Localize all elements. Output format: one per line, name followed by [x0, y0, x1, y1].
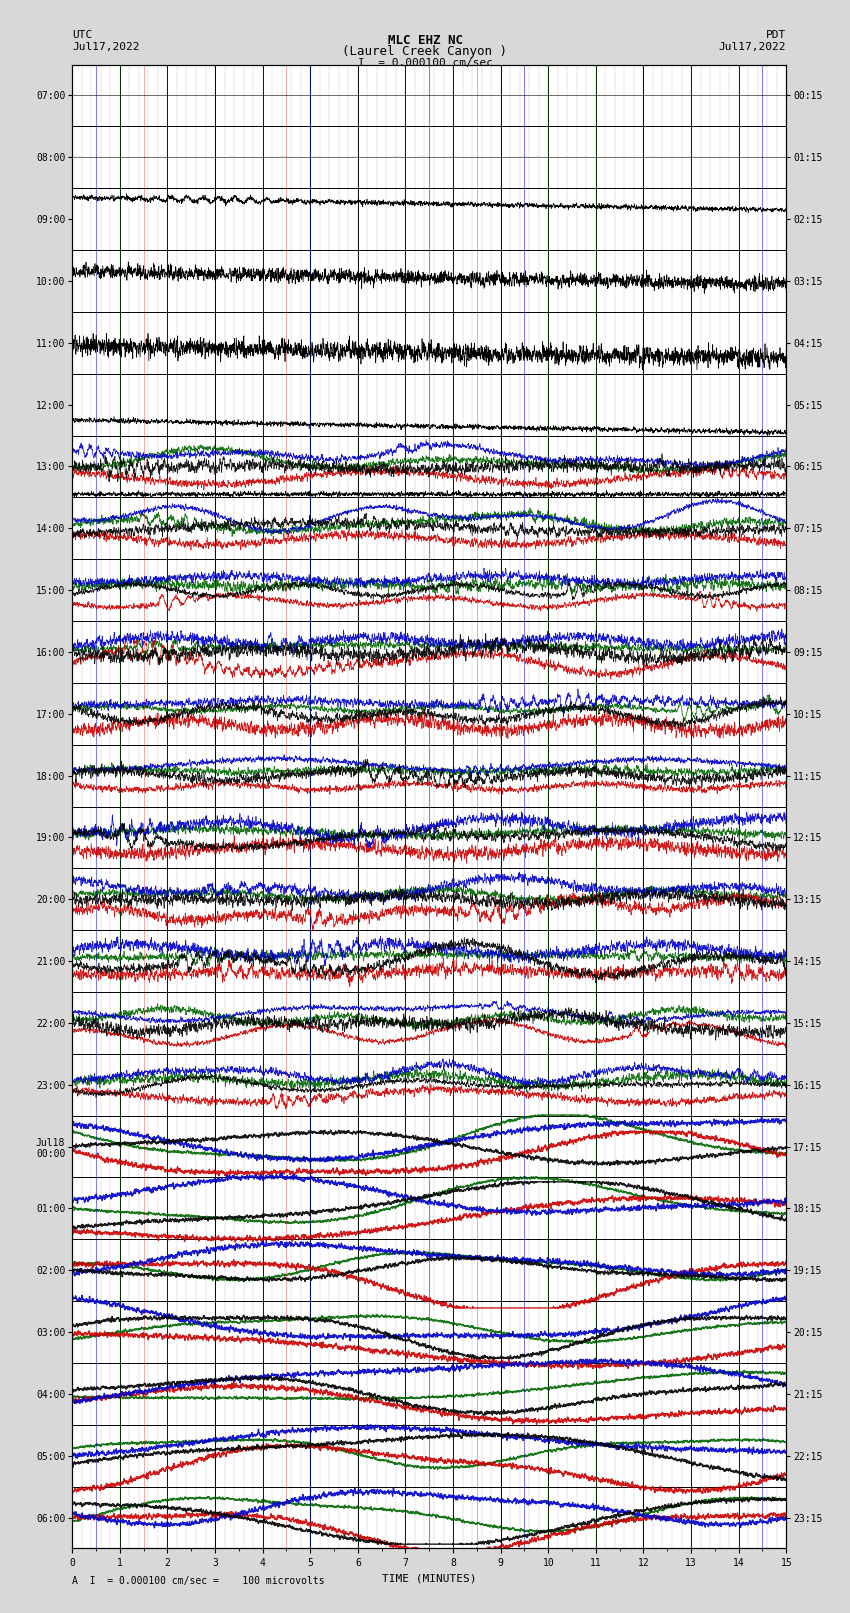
- Text: Jul17,2022: Jul17,2022: [719, 42, 786, 52]
- Text: UTC: UTC: [72, 31, 93, 40]
- Text: PDT: PDT: [766, 31, 786, 40]
- X-axis label: TIME (MINUTES): TIME (MINUTES): [382, 1574, 477, 1584]
- Text: (Laurel Creek Canyon ): (Laurel Creek Canyon ): [343, 45, 507, 58]
- Text: Jul17,2022: Jul17,2022: [72, 42, 139, 52]
- Text: MLC EHZ NC: MLC EHZ NC: [388, 34, 462, 47]
- Text: A  I  = 0.000100 cm/sec =    100 microvolts: A I = 0.000100 cm/sec = 100 microvolts: [72, 1576, 325, 1586]
- Text: I  = 0.000100 cm/sec: I = 0.000100 cm/sec: [358, 58, 492, 68]
